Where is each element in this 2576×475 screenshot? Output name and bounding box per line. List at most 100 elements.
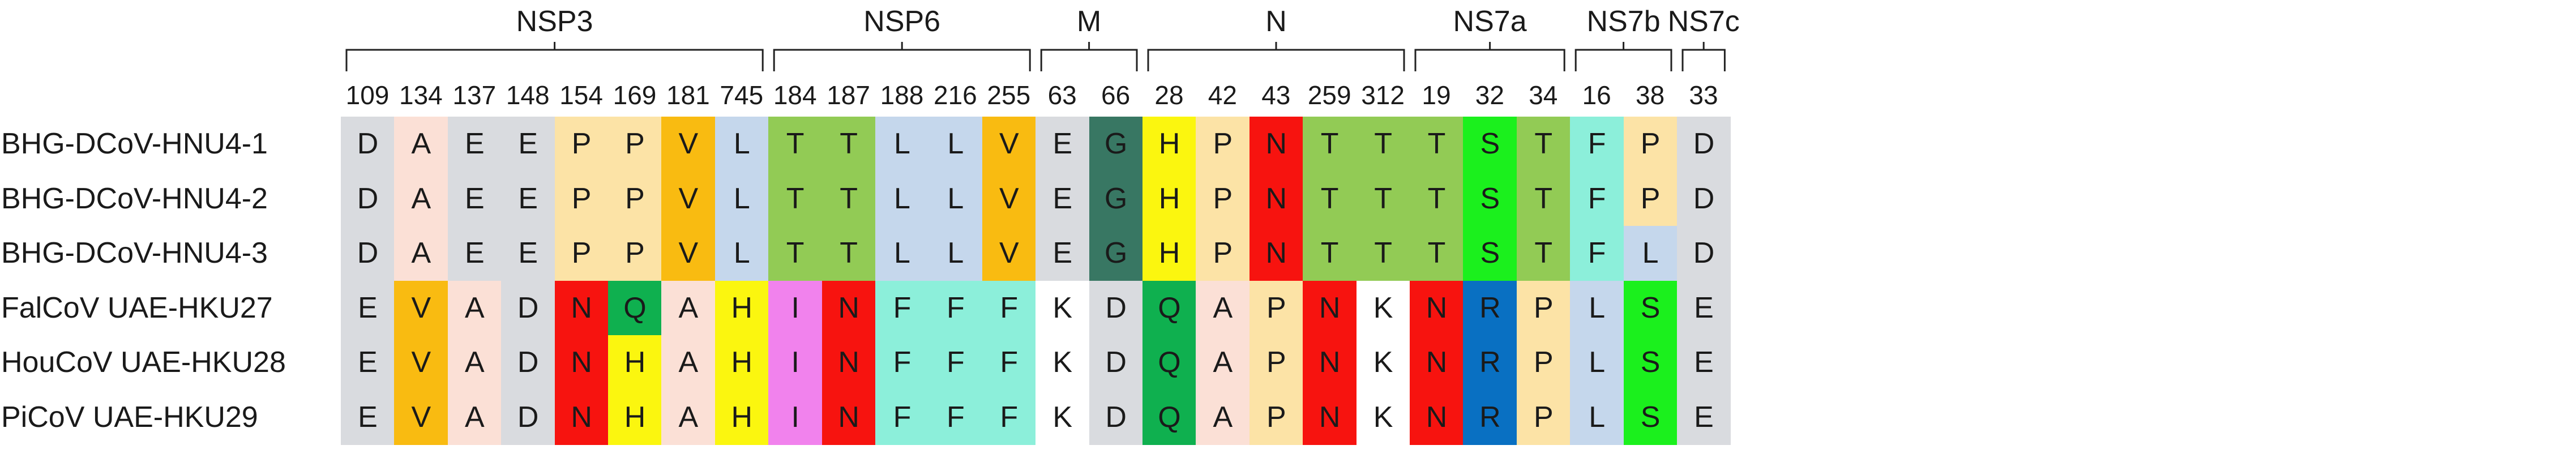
residue-cell: P	[1249, 280, 1303, 336]
position-label: 33	[1689, 80, 1718, 110]
residue-cell: P	[608, 171, 662, 226]
residue-cell: L	[928, 226, 983, 281]
residue-cell: R	[1463, 390, 1517, 445]
residue-cell: A	[394, 226, 448, 281]
residue-cell: P	[1249, 390, 1303, 445]
residue-cell: F	[1570, 171, 1624, 226]
residue-cell: Q	[1142, 280, 1196, 336]
residue-cell: L	[928, 117, 983, 172]
residue-cell: S	[1463, 117, 1517, 172]
residue-cell: P	[1196, 226, 1250, 281]
residue-cell: P	[608, 226, 662, 281]
position-label: 216	[934, 80, 977, 110]
residue-cell: D	[1677, 226, 1731, 281]
residue-cell: P	[1249, 335, 1303, 391]
group-bracket	[1681, 42, 1726, 71]
residue-cell: V	[394, 335, 448, 391]
residue-cell: T	[821, 226, 876, 281]
residue-cell: F	[875, 390, 929, 445]
residue-cell: N	[554, 280, 609, 336]
residue-cell: E	[341, 335, 395, 391]
residue-cell: A	[447, 390, 502, 445]
position-label: 181	[666, 80, 710, 110]
residue-cell: S	[1623, 390, 1678, 445]
residue-cell: A	[447, 280, 502, 336]
residue-cell: T	[1410, 171, 1464, 226]
residue-cell: H	[1142, 117, 1196, 172]
residue-cell: L	[875, 171, 929, 226]
residue-cell: T	[1356, 226, 1410, 281]
group-label-nsp3: NSP3	[516, 5, 593, 38]
residue-cell: E	[341, 390, 395, 445]
group-bracket	[1040, 42, 1138, 71]
residue-cell: Q	[608, 280, 662, 336]
position-label: 188	[880, 80, 924, 110]
position-label: 43	[1261, 80, 1291, 110]
residue-cell: G	[1089, 171, 1143, 226]
residue-cell: T	[1410, 226, 1464, 281]
residue-cell: I	[768, 390, 823, 445]
residue-cell: E	[1035, 226, 1090, 281]
residue-cell: P	[554, 226, 609, 281]
residue-cell: K	[1356, 335, 1410, 391]
residue-cell: V	[982, 171, 1036, 226]
position-label: 154	[559, 80, 603, 110]
residue-cell: N	[1303, 335, 1357, 391]
residue-cell: D	[1089, 335, 1143, 391]
residue-cell: G	[1089, 226, 1143, 281]
group-bracket	[1574, 42, 1672, 71]
residue-cell: D	[1089, 390, 1143, 445]
residue-cell: F	[928, 390, 983, 445]
group-bracket	[1147, 42, 1405, 71]
residue-cell: K	[1356, 280, 1410, 336]
residue-cell: H	[1142, 171, 1196, 226]
group-bracket	[773, 42, 1031, 71]
residue-cell: P	[1196, 117, 1250, 172]
residue-cell: R	[1463, 280, 1517, 336]
residue-cell: P	[1516, 390, 1571, 445]
residue-cell: G	[1089, 117, 1143, 172]
residue-cell: D	[1089, 280, 1143, 336]
residue-cell: A	[394, 117, 448, 172]
residue-cell: P	[1196, 171, 1250, 226]
position-label: 255	[987, 80, 1031, 110]
residue-cell: H	[714, 335, 769, 391]
residue-cell: V	[661, 226, 716, 281]
position-label: 184	[773, 80, 817, 110]
group-label-ns7a: NS7a	[1453, 5, 1527, 38]
residue-cell: F	[1570, 226, 1624, 281]
residue-cell: P	[1623, 171, 1678, 226]
position-label: 312	[1361, 80, 1405, 110]
residue-cell: L	[714, 171, 769, 226]
position-label: 137	[452, 80, 497, 110]
residue-cell: H	[714, 390, 769, 445]
position-label: 259	[1307, 80, 1351, 110]
sequence-name: HouCoV UAE-HKU28	[1, 346, 286, 379]
residue-cell: F	[875, 335, 929, 391]
residue-cell: E	[1035, 117, 1090, 172]
residue-cell: T	[1516, 171, 1571, 226]
residue-cell: T	[768, 226, 823, 281]
residue-cell: P	[1516, 280, 1571, 336]
residue-cell: S	[1463, 226, 1517, 281]
residue-cell: A	[1196, 390, 1250, 445]
position-label: 16	[1582, 80, 1611, 110]
sequence-name: BHG-DCoV-HNU4-3	[1, 237, 268, 269]
residue-cell: P	[1623, 117, 1678, 172]
residue-cell: N	[1249, 171, 1303, 226]
residue-cell: D	[501, 280, 555, 336]
residue-cell: K	[1035, 390, 1090, 445]
residue-cell: Q	[1142, 335, 1196, 391]
position-label: 38	[1636, 80, 1665, 110]
residue-cell: L	[1570, 280, 1624, 336]
residue-cell: T	[768, 171, 823, 226]
residue-cell: T	[821, 117, 876, 172]
residue-cell: T	[1516, 117, 1571, 172]
residue-cell: L	[1570, 390, 1624, 445]
residue-cell: T	[821, 171, 876, 226]
residue-cell: N	[1303, 280, 1357, 336]
residue-cell: E	[501, 117, 555, 172]
position-label: 134	[399, 80, 443, 110]
